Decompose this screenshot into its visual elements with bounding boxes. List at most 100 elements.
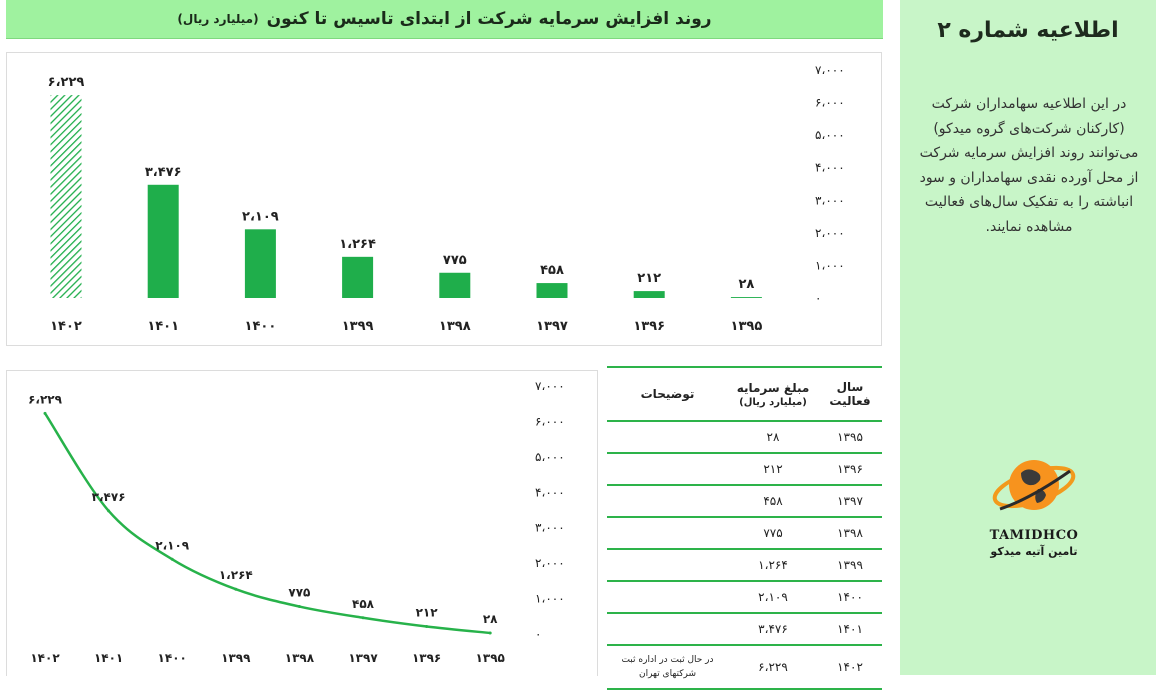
bar <box>147 184 179 298</box>
point-value-label: ۲۸ <box>483 612 498 626</box>
cell-note <box>607 517 728 550</box>
cell-year: ۱۳۹۵ <box>818 421 882 454</box>
y-tick-label: ۵،۰۰۰ <box>815 128 845 142</box>
y-tick-label: ۱،۰۰۰ <box>535 592 565 606</box>
bar <box>342 256 374 298</box>
cell-amount: ۲۱۲ <box>728 453 818 486</box>
line-chart: ۰ ۱،۰۰۰ ۲،۰۰۰ ۳،۰۰۰ ۴،۰۰۰ ۵،۰۰۰ ۶،۰۰۰ ۷،۰۰۰ ۶،۲۲… <box>28 379 565 665</box>
data-point <box>297 605 301 609</box>
cell-amount: ۶،۲۲۹ <box>728 645 818 690</box>
data-point <box>488 631 492 635</box>
bar <box>730 297 762 298</box>
point-value-label: ۳،۴۷۶ <box>92 490 126 504</box>
y-tick-label: ۷،۰۰۰ <box>535 379 565 393</box>
cell-year: ۱۴۰۰ <box>818 581 882 614</box>
bar <box>633 291 665 298</box>
x-tick-label: ۱۴۰۱ <box>94 651 123 665</box>
data-point <box>170 557 174 561</box>
announcement-sidebar: اطلاعیه شماره ۲ در این اطلاعیه سهامداران… <box>900 0 1156 675</box>
cell-year: ۱۳۹۸ <box>818 517 882 550</box>
cell-year: ۱۳۹۶ <box>818 453 882 486</box>
header-notes: توضیحات <box>607 366 728 422</box>
capital-table: سال فعالیت مبلغ سرمایه (میلیارد ریال) تو… <box>607 366 882 690</box>
y-tick-label: ۰ <box>535 627 541 641</box>
bar <box>244 229 276 298</box>
y-tick-label: ۶،۰۰۰ <box>535 414 565 428</box>
x-tick-label: ۱۳۹۸ <box>439 319 471 334</box>
x-tick-label: ۱۴۰۰ <box>245 319 277 334</box>
x-tick-label: ۱۴۰۱ <box>147 319 179 334</box>
x-tick-label: ۱۳۹۸ <box>285 651 315 665</box>
y-tick-label: ۰ <box>815 291 821 305</box>
bar-value-label: ۴۵۸ <box>540 263 564 278</box>
cell-note <box>607 453 728 486</box>
cell-year: ۱۴۰۲ <box>818 645 882 690</box>
data-point <box>425 624 429 628</box>
x-tick-label: ۱۳۹۵ <box>731 319 763 334</box>
announcement-body: در این اطلاعیه سهامداران شرکت (کارکنان ش… <box>919 96 1139 235</box>
x-tick-label: ۱۴۰۲ <box>50 319 82 334</box>
chart-title-bar: روند افزایش سرمایه شرکت از ابتدای تاسیس … <box>6 0 883 39</box>
x-tick-label: ۱۳۹۶ <box>412 651 441 665</box>
cell-amount: ۳،۴۷۶ <box>728 613 818 646</box>
y-tick-label: ۳،۰۰۰ <box>535 521 565 535</box>
cell-amount: ۱،۲۶۴ <box>728 549 818 582</box>
bar-chart-panel: ۰ ۱،۰۰۰ ۲،۰۰۰ ۳،۰۰۰ ۴،۰۰۰ ۵،۰۰۰ ۶،۰۰۰ ۷،۰۰۰ ۶،۲۲… <box>6 52 882 346</box>
point-value-label: ۴۵۸ <box>352 597 375 611</box>
table-row: ۱۴۰۲ ۶،۲۲۹ در حال ثبت در اداره ثبت شرکته… <box>607 645 882 690</box>
y-tick-label: ۲،۰۰۰ <box>815 226 845 240</box>
bar-value-label: ۲۱۲ <box>637 271 661 286</box>
table-row: ۱۳۹۶ ۲۱۲ <box>607 453 882 486</box>
bar <box>50 95 82 298</box>
point-value-label: ۷۷۵ <box>288 586 310 600</box>
y-tick-label: ۴،۰۰۰ <box>535 485 565 499</box>
point-value-label: ۲۱۲ <box>416 605 439 619</box>
x-tick-label: ۱۳۹۷ <box>536 319 568 334</box>
header-amount: مبلغ سرمایه (میلیارد ریال) <box>728 366 818 422</box>
table-row: ۱۴۰۰ ۲،۱۰۹ <box>607 581 882 614</box>
cell-note <box>607 485 728 518</box>
bar-value-label: ۲۸ <box>738 277 754 292</box>
point-value-label: ۲،۱۰۹ <box>155 538 190 552</box>
data-point <box>43 411 47 415</box>
bar-value-label: ۳،۴۷۶ <box>145 165 182 180</box>
point-value-label: ۶،۲۲۹ <box>28 392 63 406</box>
y-tick-label: ۵،۰۰۰ <box>535 450 565 464</box>
y-tick-label: ۴،۰۰۰ <box>815 161 845 175</box>
data-point <box>107 509 111 513</box>
point-value-label: ۱،۲۶۴ <box>219 568 253 582</box>
cell-note <box>607 581 728 614</box>
cell-note: در حال ثبت در اداره ثبت شرکتهای تهران <box>607 645 728 690</box>
x-tick-label: ۱۳۹۹ <box>342 319 374 334</box>
bar-value-label: ۶،۲۲۹ <box>48 75 85 90</box>
header-amount-label: مبلغ سرمایه <box>736 380 810 395</box>
cell-amount: ۴۵۸ <box>728 485 818 518</box>
header-amount-unit: (میلیارد ریال) <box>739 396 807 408</box>
chart-title: روند افزایش سرمایه شرکت از ابتدای تاسیس … <box>266 9 712 29</box>
bar-value-label: ۱،۲۶۴ <box>339 237 376 252</box>
cell-year: ۱۴۰۱ <box>818 613 882 646</box>
header-year: سال فعالیت <box>818 366 882 422</box>
table-row: ۱۴۰۱ ۳،۴۷۶ <box>607 613 882 646</box>
y-tick-label: ۲،۰۰۰ <box>535 556 565 570</box>
logo-text-en: TAMIDHCO <box>989 528 1079 543</box>
table-row: ۱۳۹۷ ۴۵۸ <box>607 485 882 518</box>
x-tick-label: ۱۴۰۰ <box>158 651 187 665</box>
x-tick-label: ۱۳۹۷ <box>348 651 378 665</box>
bar <box>536 283 568 298</box>
x-tick-label: ۱۳۹۵ <box>476 651 505 665</box>
data-point <box>234 587 238 591</box>
bar <box>439 272 471 298</box>
x-tick-label: ۱۳۹۹ <box>221 651 251 665</box>
data-point <box>361 616 365 620</box>
table-header-row: سال فعالیت مبلغ سرمایه (میلیارد ریال) تو… <box>607 366 882 422</box>
bar-chart: ۰ ۱،۰۰۰ ۲،۰۰۰ ۳،۰۰۰ ۴،۰۰۰ ۵،۰۰۰ ۶،۰۰۰ ۷،۰۰۰ ۶،۲۲… <box>48 63 845 334</box>
chart-unit: (میلیارد ریال) <box>177 12 259 26</box>
bar-value-label: ۷۷۵ <box>443 253 467 268</box>
y-tick-label: ۶،۰۰۰ <box>815 96 845 110</box>
globe-logo-icon <box>992 460 1076 511</box>
line-chart-panel: ۰ ۱،۰۰۰ ۲،۰۰۰ ۳،۰۰۰ ۴،۰۰۰ ۵،۰۰۰ ۶،۰۰۰ ۷،۰۰۰ ۶،۲۲… <box>6 370 598 676</box>
x-tick-label: ۱۳۹۶ <box>633 319 665 334</box>
cell-amount: ۷۷۵ <box>728 517 818 550</box>
cell-year: ۱۳۹۹ <box>818 549 882 582</box>
